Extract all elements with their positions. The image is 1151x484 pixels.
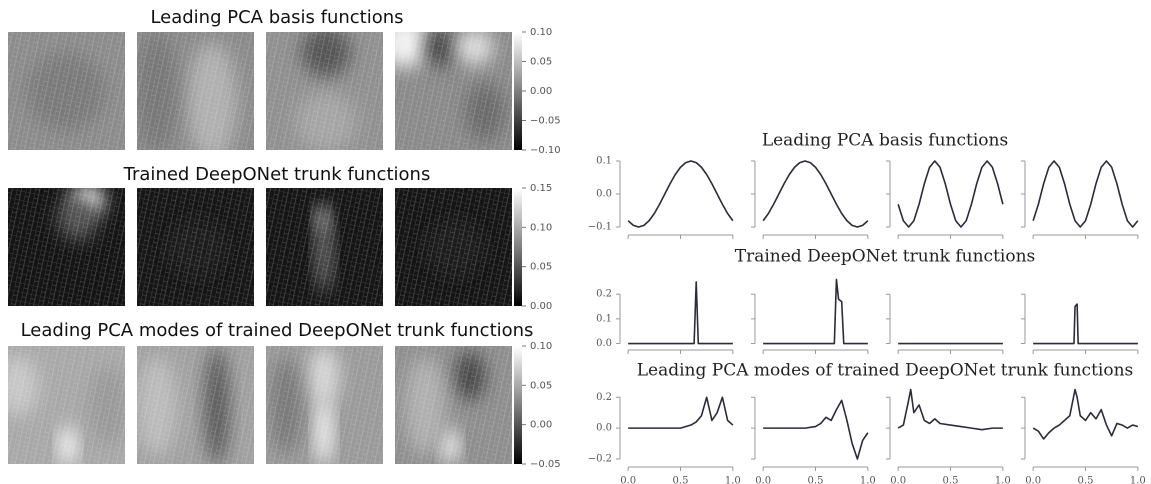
mesh-overlay — [266, 32, 383, 150]
mesh-overlay — [137, 188, 254, 306]
field-image — [395, 188, 512, 306]
line-series — [1033, 303, 1138, 345]
colorbar-tick-label: 0.05 — [530, 57, 552, 68]
panel-title: Leading PCA basis functions — [150, 7, 403, 28]
field-image — [137, 346, 254, 464]
mesh-overlay — [137, 32, 254, 150]
colorbar-tick-label: 0.05 — [530, 380, 552, 391]
colorbar-tick-label: 0.10 — [530, 341, 552, 352]
field-image — [8, 346, 125, 464]
row-title: Leading PCA basis functions — [762, 131, 1008, 151]
x-tick-label: 0.5 — [808, 476, 824, 484]
right-figure: Leading PCA basis functions −0.1 0.0 0.1 Tra… — [588, 131, 1146, 484]
panel-title: Trained DeepONet trunk functions — [123, 164, 431, 185]
mesh-overlay — [395, 346, 512, 464]
x-tick-label: 1.0 — [1130, 476, 1146, 484]
line-series — [1032, 160, 1139, 228]
line-series — [897, 160, 1004, 228]
y-tick-label: −0.2 — [588, 453, 612, 464]
y-tick-label: 0.0 — [596, 338, 612, 349]
field-image — [266, 346, 383, 464]
mesh-overlay — [8, 32, 125, 150]
y-tick-label: 0.1 — [596, 313, 612, 324]
line-series — [628, 396, 734, 429]
x-tick-label: 0.0 — [620, 476, 636, 484]
mesh-overlay — [137, 346, 254, 464]
x-tick-label: 1.0 — [725, 476, 741, 484]
mesh-overlay — [266, 346, 383, 464]
line-series — [1032, 388, 1139, 440]
row-title: Trained DeepONet trunk functions — [735, 247, 1036, 267]
colorbar — [514, 32, 522, 150]
mesh-overlay — [8, 346, 125, 464]
colorbar-tick-label: −0.05 — [530, 459, 561, 470]
mesh-overlay — [395, 188, 512, 306]
x-tick-label: 1.0 — [860, 476, 876, 484]
mesh-overlay — [395, 32, 512, 150]
line-series — [762, 160, 869, 228]
y-tick-label: 0.2 — [596, 289, 612, 300]
line-series — [897, 388, 1003, 431]
row-title: Leading PCA modes of trained DeepONet tr… — [637, 361, 1134, 381]
field-image — [395, 32, 512, 150]
field-image — [8, 32, 125, 150]
x-tick-label: 0.0 — [755, 476, 771, 484]
line-series — [627, 160, 734, 228]
y-tick-label: 0.1 — [596, 155, 612, 166]
colorbar-tick-label: 0.00 — [530, 301, 552, 312]
y-tick-label: 0.2 — [596, 392, 612, 403]
x-tick-label: 0.5 — [673, 476, 689, 484]
x-tick-label: 0.0 — [890, 476, 906, 484]
x-tick-label: 0.5 — [1078, 476, 1094, 484]
x-tick-label: 0.0 — [1025, 476, 1041, 484]
y-tick-label: −0.1 — [588, 222, 612, 233]
left-figure: Leading PCA basis functions 0.10 0.05 0.00 −… — [8, 7, 561, 470]
field-image — [266, 32, 383, 150]
panel-title: Leading PCA modes of trained DeepONet tr… — [21, 320, 534, 341]
mesh-overlay — [266, 188, 383, 306]
y-tick-label: 0.0 — [596, 189, 612, 200]
y-tick-label: 0.0 — [596, 423, 612, 434]
line-series — [628, 281, 733, 345]
mesh-overlay — [8, 188, 125, 306]
field-image — [395, 346, 512, 464]
field-image — [266, 188, 383, 306]
line-series — [763, 278, 868, 345]
colorbar — [514, 188, 522, 306]
colorbar-tick-label: 0.10 — [530, 222, 552, 233]
x-tick-label: 1.0 — [995, 476, 1011, 484]
field-image — [8, 188, 125, 306]
line-series — [763, 399, 869, 460]
colorbar-tick-label: −0.10 — [530, 145, 561, 156]
colorbar-tick-label: 0.15 — [530, 183, 552, 194]
colorbar-tick-label: 0.05 — [530, 262, 552, 273]
x-tick-label: 0.5 — [943, 476, 959, 484]
colorbar-tick-label: 0.00 — [530, 86, 552, 97]
colorbar-tick-label: 0.10 — [530, 27, 552, 38]
colorbar-tick-label: −0.05 — [530, 116, 561, 127]
field-image — [137, 188, 254, 306]
colorbar-tick-label: 0.00 — [530, 420, 552, 431]
colorbar — [514, 346, 522, 464]
field-image — [137, 32, 254, 150]
